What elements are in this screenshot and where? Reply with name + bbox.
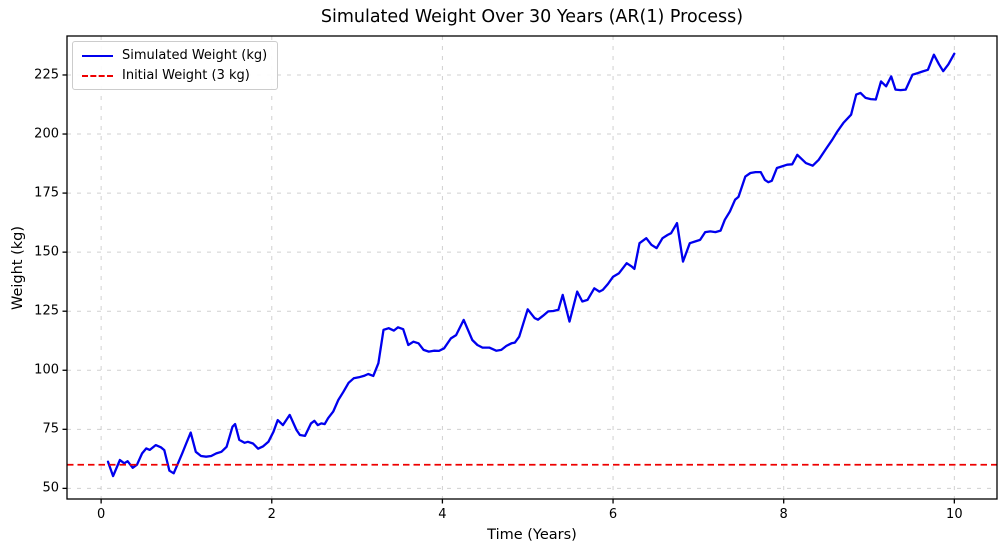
legend-label-initial: Initial Weight (3 kg) [122,68,250,83]
legend-item-simulated-weight: Simulated Weight (kg) [82,48,267,63]
x-tick-label: 4 [438,507,447,522]
x-tick-label: 10 [946,507,963,522]
y-tick-label: 175 [34,185,59,201]
x-axis-label: Time (Years) [487,527,577,543]
x-tick-label: 2 [267,507,276,522]
y-tick-label: 150 [34,244,59,260]
x-tick-label: 8 [779,507,788,522]
y-tick-label: 200 [34,126,59,142]
y-tick-label: 225 [34,67,59,83]
y-tick-label: 100 [34,362,59,378]
x-tick-label: 0 [96,507,106,522]
y-tick-label: 125 [34,303,59,319]
legend-line-sample-initial [82,74,113,77]
x-tick-label: 6 [608,507,618,522]
legend-item-initial-weight: Initial Weight (3 kg) [82,68,267,83]
legend-line-sample-simulated [82,54,113,57]
y-tick-label: 50 [42,480,59,496]
y-tick-label: 75 [42,421,59,437]
legend: Simulated Weight (kg) Initial Weight (3 … [72,41,279,90]
chart-title: Simulated Weight Over 30 Years (AR(1) Pr… [320,7,744,27]
legend-label-simulated: Simulated Weight (kg) [122,48,268,63]
